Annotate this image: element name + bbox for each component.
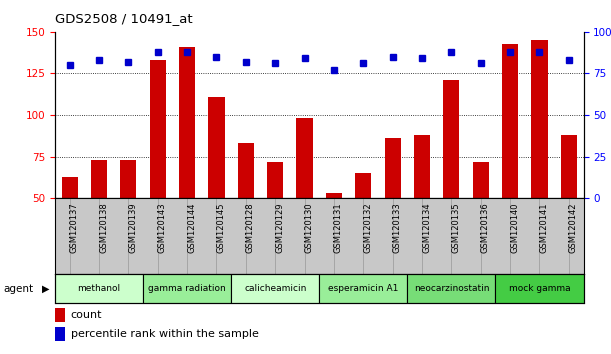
- Text: GSM120140: GSM120140: [510, 202, 519, 252]
- Text: GSM120138: GSM120138: [99, 202, 108, 253]
- Bar: [502, 44, 518, 198]
- Text: GSM120143: GSM120143: [158, 202, 167, 253]
- Bar: [55, 308, 65, 321]
- Bar: [532, 40, 547, 198]
- Text: neocarzinostatin: neocarzinostatin: [414, 284, 489, 293]
- Text: ▶: ▶: [42, 284, 49, 294]
- Bar: [238, 143, 254, 198]
- Bar: [143, 274, 231, 303]
- Bar: [231, 274, 320, 303]
- Text: GSM120131: GSM120131: [334, 202, 343, 253]
- Text: GSM120134: GSM120134: [422, 202, 431, 253]
- Bar: [355, 173, 371, 198]
- Text: GSM120128: GSM120128: [246, 202, 255, 253]
- Bar: [296, 118, 313, 198]
- Bar: [326, 193, 342, 198]
- Text: GSM120135: GSM120135: [452, 202, 460, 253]
- Bar: [319, 274, 408, 303]
- Bar: [150, 60, 166, 198]
- Bar: [208, 97, 225, 198]
- Text: GSM120133: GSM120133: [393, 202, 401, 253]
- Text: mock gamma: mock gamma: [508, 284, 570, 293]
- Text: count: count: [71, 310, 103, 320]
- Bar: [179, 47, 195, 198]
- Bar: [408, 274, 496, 303]
- Text: GSM120137: GSM120137: [70, 202, 79, 253]
- Bar: [91, 160, 107, 198]
- Text: methanol: methanol: [78, 284, 120, 293]
- Text: GDS2508 / 10491_at: GDS2508 / 10491_at: [55, 12, 192, 25]
- Text: GSM120139: GSM120139: [128, 202, 137, 253]
- Text: GSM120145: GSM120145: [216, 202, 225, 252]
- Bar: [120, 160, 136, 198]
- Bar: [414, 135, 430, 198]
- Text: agent: agent: [3, 284, 33, 294]
- Bar: [62, 177, 78, 198]
- Text: gamma radiation: gamma radiation: [148, 284, 226, 293]
- Bar: [384, 138, 401, 198]
- Bar: [55, 274, 143, 303]
- Text: GSM120141: GSM120141: [540, 202, 549, 252]
- Text: GSM120129: GSM120129: [275, 202, 284, 252]
- Bar: [267, 162, 284, 198]
- Text: percentile rank within the sample: percentile rank within the sample: [71, 329, 258, 339]
- Text: GSM120136: GSM120136: [481, 202, 490, 253]
- Text: GSM120144: GSM120144: [187, 202, 196, 252]
- Text: calicheamicin: calicheamicin: [244, 284, 306, 293]
- Text: GSM120132: GSM120132: [364, 202, 372, 253]
- Bar: [444, 80, 459, 198]
- Text: esperamicin A1: esperamicin A1: [328, 284, 398, 293]
- Text: GSM120142: GSM120142: [569, 202, 578, 252]
- Bar: [473, 162, 489, 198]
- Text: GSM120130: GSM120130: [304, 202, 313, 253]
- Bar: [496, 274, 584, 303]
- Bar: [55, 327, 65, 341]
- Bar: [561, 135, 577, 198]
